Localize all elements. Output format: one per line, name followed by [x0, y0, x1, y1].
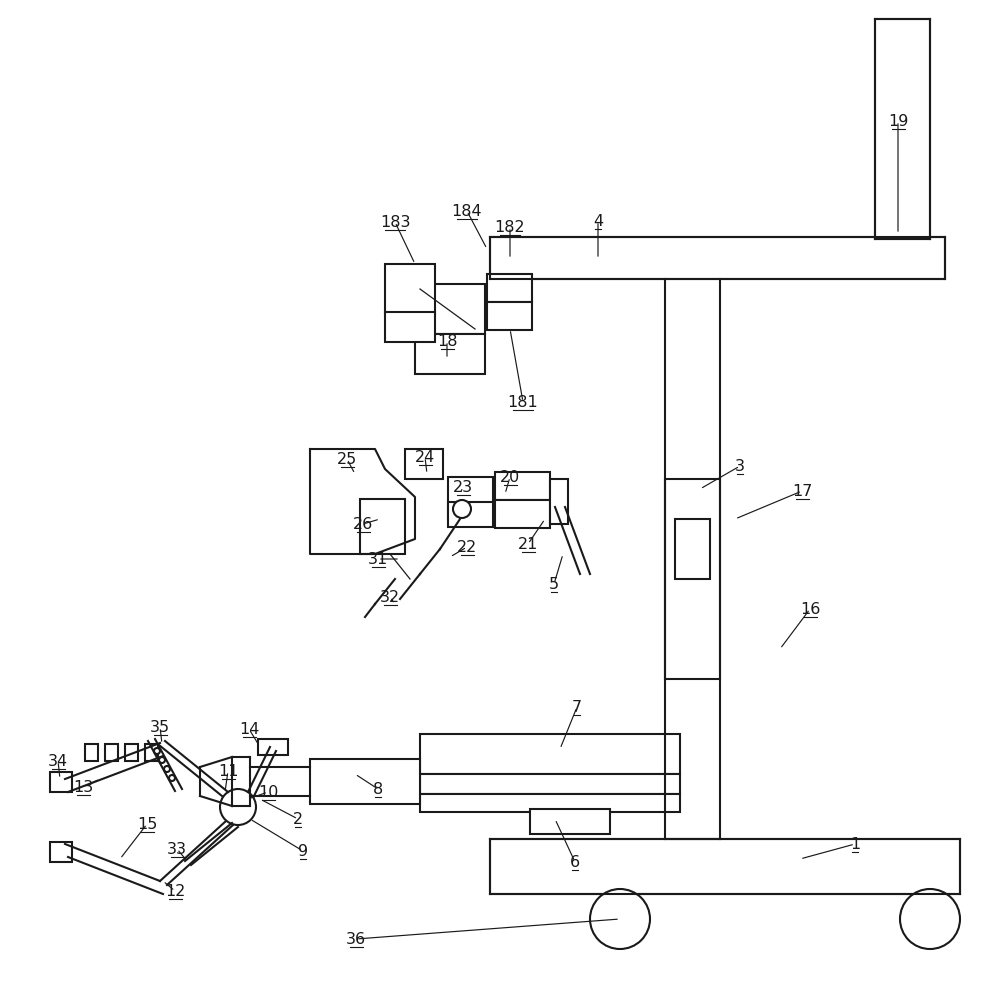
- Bar: [385, 264, 435, 315]
- Bar: [360, 500, 405, 554]
- Text: 11: 11: [218, 764, 238, 779]
- Bar: [420, 774, 680, 794]
- Text: 13: 13: [73, 780, 93, 795]
- Bar: [487, 275, 532, 303]
- Text: 3: 3: [735, 459, 745, 474]
- Text: 10: 10: [258, 785, 278, 800]
- Text: 25: 25: [337, 452, 357, 467]
- Bar: [85, 744, 98, 761]
- Text: 7: 7: [572, 700, 582, 715]
- Text: 183: 183: [380, 215, 410, 231]
- Bar: [495, 501, 550, 528]
- Bar: [415, 334, 485, 375]
- Circle shape: [900, 889, 960, 950]
- Bar: [875, 20, 930, 240]
- Text: 21: 21: [518, 537, 538, 552]
- Circle shape: [154, 748, 160, 754]
- Text: 33: 33: [167, 842, 187, 857]
- Text: 36: 36: [346, 932, 366, 947]
- Text: 2: 2: [293, 811, 303, 826]
- Bar: [258, 740, 288, 755]
- Circle shape: [164, 766, 170, 772]
- Text: 24: 24: [415, 450, 435, 465]
- Circle shape: [453, 501, 471, 519]
- Circle shape: [159, 757, 165, 763]
- Text: 182: 182: [495, 220, 525, 236]
- Bar: [495, 472, 550, 501]
- Bar: [415, 285, 485, 334]
- Text: 184: 184: [452, 204, 482, 219]
- Bar: [310, 759, 420, 805]
- Bar: [145, 744, 158, 761]
- Bar: [420, 735, 680, 774]
- Bar: [50, 772, 72, 792]
- Text: 5: 5: [549, 577, 559, 592]
- Bar: [405, 450, 443, 479]
- Text: 17: 17: [792, 484, 812, 499]
- Bar: [665, 479, 720, 679]
- Text: 20: 20: [500, 470, 520, 485]
- Text: 19: 19: [888, 114, 908, 129]
- Bar: [105, 744, 118, 761]
- Text: 6: 6: [570, 855, 580, 870]
- Text: 34: 34: [48, 753, 68, 769]
- Circle shape: [590, 889, 650, 950]
- Text: 18: 18: [437, 334, 457, 349]
- Text: 31: 31: [368, 552, 388, 567]
- Text: 15: 15: [137, 816, 157, 831]
- Text: 12: 12: [165, 883, 185, 898]
- Text: 4: 4: [593, 214, 603, 230]
- Circle shape: [220, 789, 256, 825]
- Bar: [420, 794, 680, 812]
- Bar: [448, 503, 493, 528]
- Bar: [675, 520, 710, 580]
- Bar: [490, 839, 960, 894]
- Bar: [490, 238, 945, 280]
- Text: 26: 26: [353, 517, 373, 532]
- Text: 14: 14: [239, 722, 259, 737]
- Text: 9: 9: [298, 844, 308, 859]
- Bar: [385, 313, 435, 343]
- Bar: [448, 477, 493, 520]
- Bar: [550, 479, 568, 525]
- Bar: [487, 303, 532, 330]
- Text: 22: 22: [457, 540, 477, 555]
- Bar: [530, 810, 610, 834]
- Text: 16: 16: [800, 601, 820, 617]
- Text: 23: 23: [453, 480, 473, 495]
- Bar: [125, 744, 138, 761]
- Text: 32: 32: [380, 590, 400, 604]
- Text: 1: 1: [850, 837, 860, 852]
- Circle shape: [169, 775, 175, 781]
- Text: 8: 8: [373, 782, 383, 797]
- Bar: [50, 842, 72, 862]
- Text: 35: 35: [150, 720, 170, 735]
- Text: 181: 181: [508, 395, 538, 410]
